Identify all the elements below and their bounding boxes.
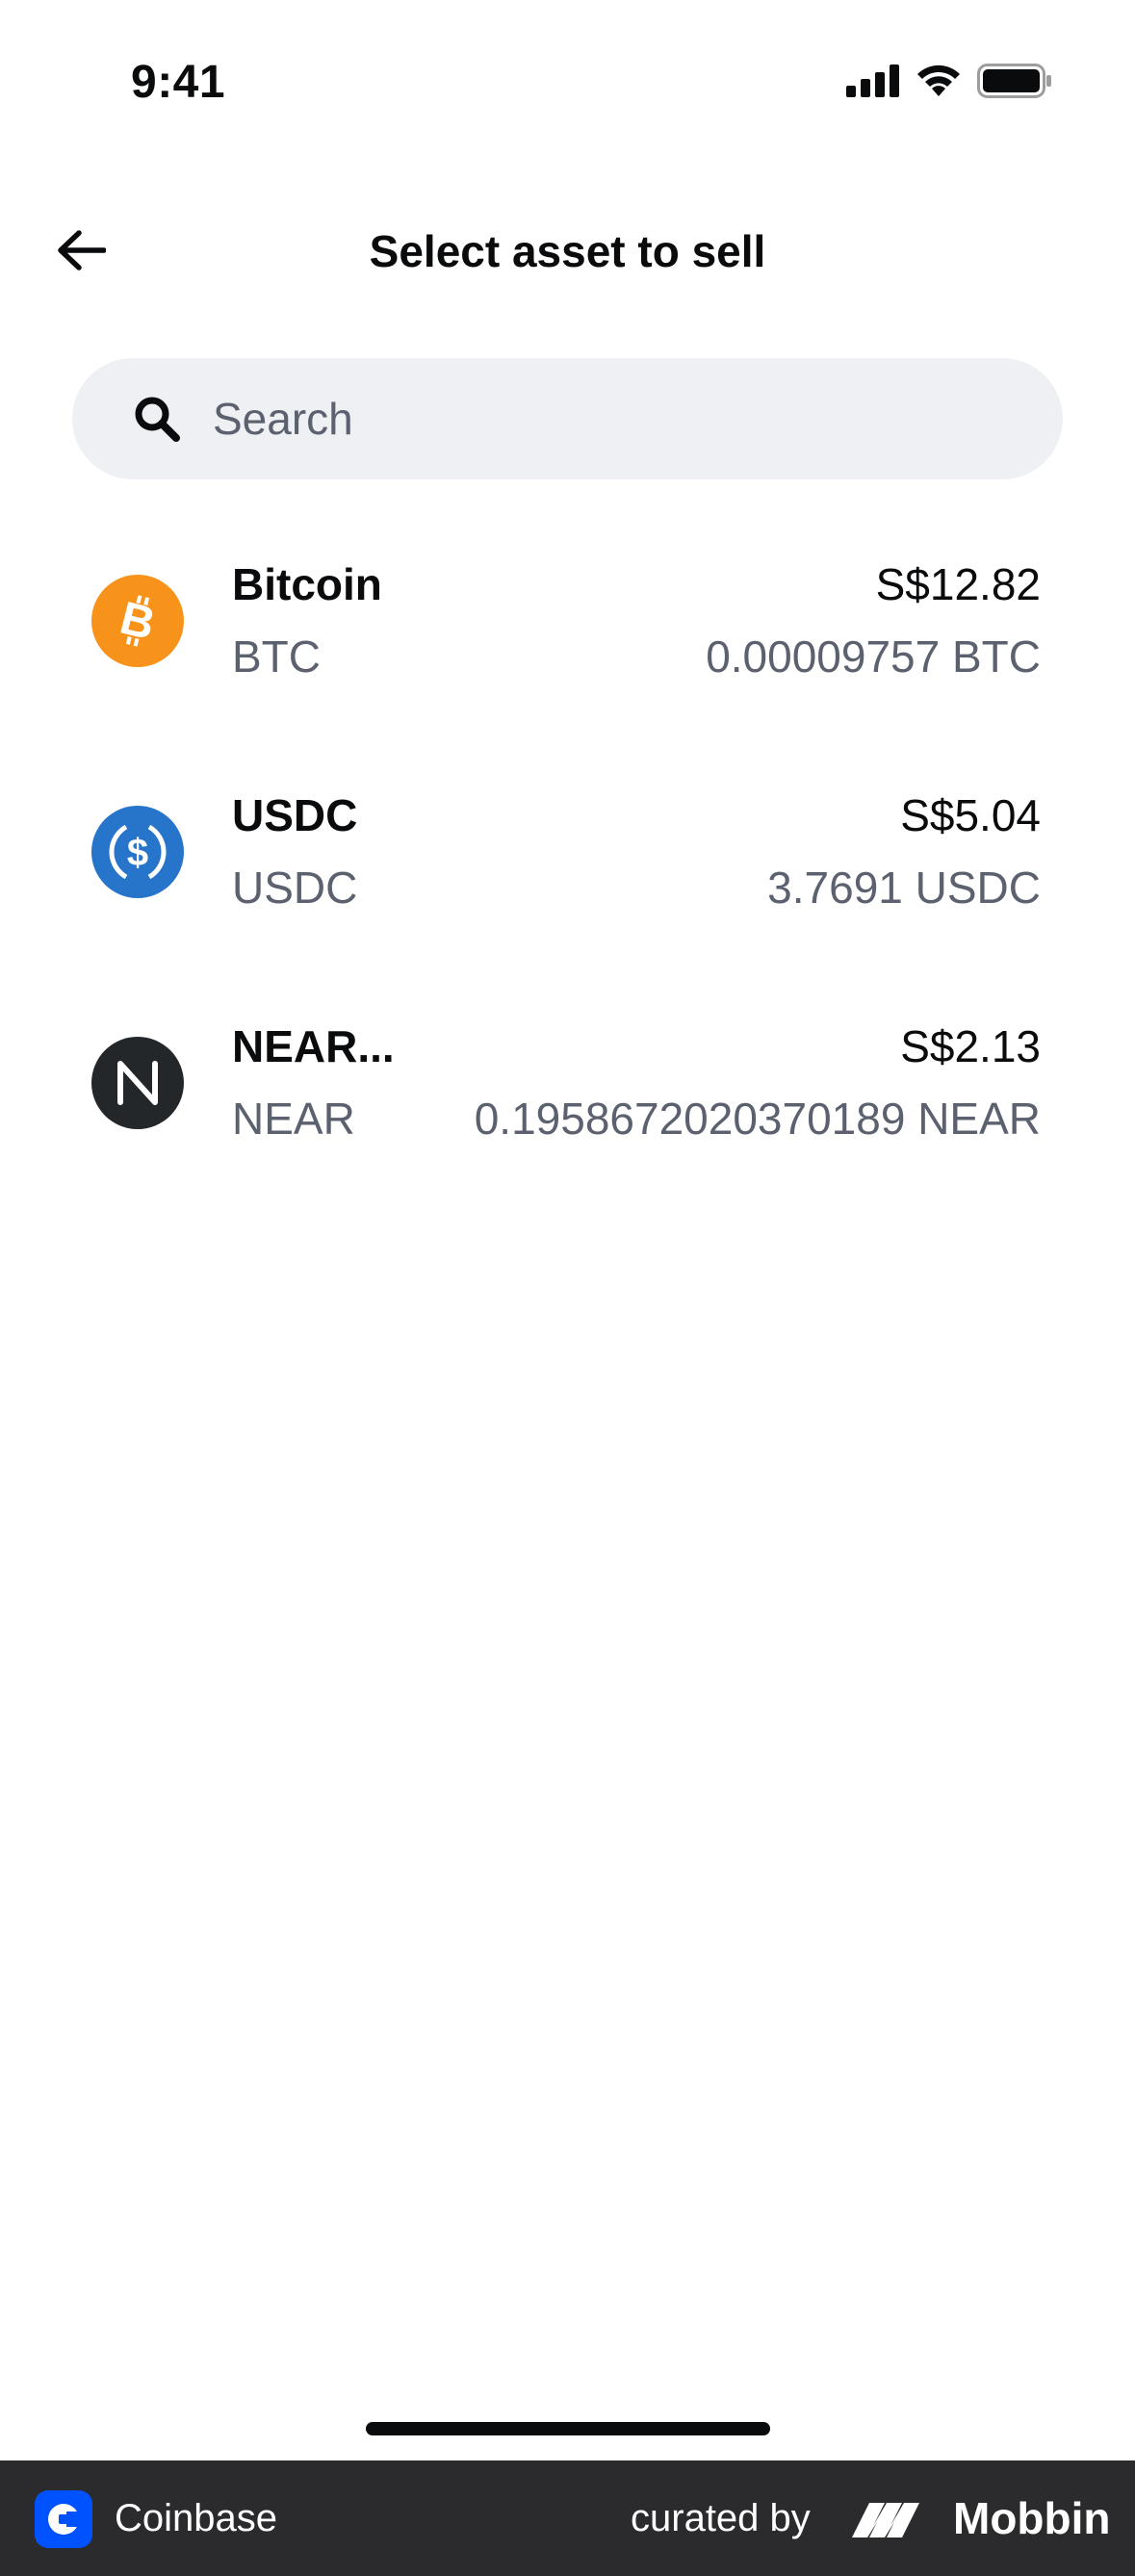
- battery-icon: [977, 64, 1051, 98]
- asset-crypto-amount: 0.1958672020370189 NEAR: [474, 1094, 1041, 1144]
- svg-text:$: $: [127, 832, 148, 874]
- status-time: 9:41: [131, 57, 226, 108]
- asset-fiat-value: S$5.04: [900, 790, 1041, 840]
- asset-ticker: NEAR: [232, 1094, 355, 1144]
- cellular-signal-icon: [846, 64, 899, 97]
- asset-name: USDC: [232, 790, 358, 840]
- page-title: Select asset to sell: [369, 226, 766, 276]
- asset-crypto-amount: 3.7691 USDC: [767, 863, 1041, 913]
- search-input[interactable]: [213, 393, 1002, 445]
- home-indicator: [366, 2422, 770, 2435]
- coinbase-logo-icon: [35, 2490, 92, 2548]
- footer-curated-by: curated by: [631, 2497, 811, 2539]
- asset-crypto-amount: 0.00009757 BTC: [706, 631, 1041, 682]
- asset-name: NEAR...: [232, 1021, 395, 1071]
- arrow-left-icon: [58, 230, 106, 270]
- asset-ticker: BTC: [232, 631, 321, 682]
- footer-app-name: Coinbase: [115, 2497, 278, 2539]
- search-bar[interactable]: [72, 358, 1063, 479]
- asset-list: B Bitcoin BTC S$12.82 0.00009757 BTC $ U…: [0, 539, 1135, 1232]
- wifi-icon: [917, 64, 960, 96]
- asset-row-bitcoin[interactable]: B Bitcoin BTC S$12.82 0.00009757 BTC: [0, 539, 1135, 770]
- page-header: Select asset to sell: [0, 202, 1135, 298]
- status-icons: [846, 64, 1052, 98]
- asset-row-usdc[interactable]: $ USDC USDC S$5.04 3.7691 USDC: [0, 770, 1135, 1001]
- footer-brand: Mobbin: [953, 2493, 1111, 2543]
- search-icon: [132, 394, 182, 444]
- asset-fiat-value: S$12.82: [875, 559, 1041, 609]
- status-bar: 9:41: [0, 0, 1135, 168]
- asset-fiat-value: S$2.13: [900, 1021, 1041, 1071]
- near-icon: [91, 1037, 184, 1129]
- asset-ticker: USDC: [232, 863, 358, 913]
- footer-bar: Coinbase curated by Mobbin: [0, 2460, 1135, 2576]
- bitcoin-icon: B: [91, 575, 184, 667]
- usdc-icon: $: [91, 806, 184, 898]
- back-button[interactable]: [42, 216, 119, 285]
- asset-name: Bitcoin: [232, 559, 382, 609]
- asset-row-near[interactable]: NEAR... NEAR S$2.13 0.1958672020370189 N…: [0, 1001, 1135, 1232]
- mobbin-logo-icon: [852, 2503, 919, 2537]
